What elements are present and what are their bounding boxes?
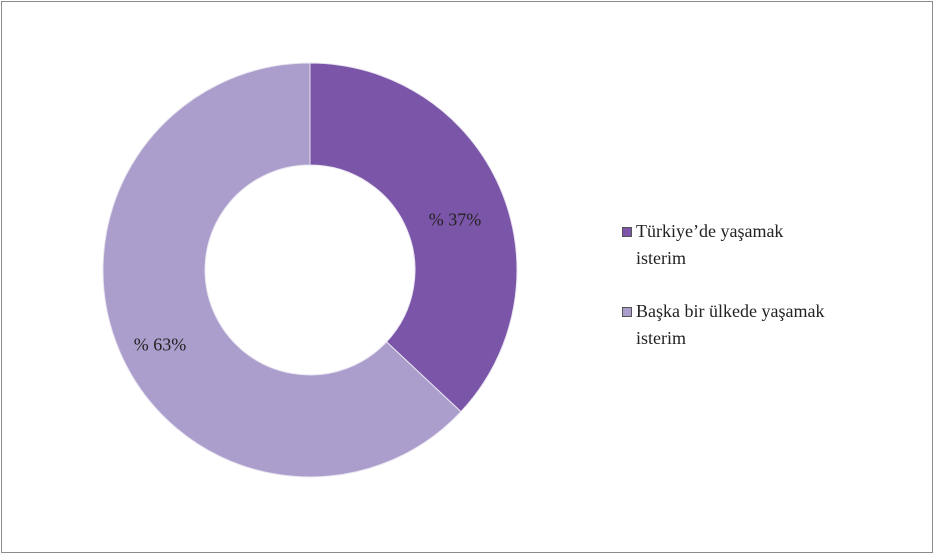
donut-slice [309,62,518,413]
legend-swatch [622,227,632,237]
data-label: % 63% [133,334,187,355]
legend: Türkiye’de yaşamak isterim Başka bir ülke… [622,218,832,378]
legend-item: Başka bir ülkede yaşamak isterim [622,298,832,352]
legend-swatch [622,307,632,317]
legend-label: Türkiye’de yaşamak isterim [636,221,784,268]
legend-item: Türkiye’de yaşamak isterim [622,218,832,272]
legend-label: Başka bir ülkede yaşamak isterim [636,301,825,348]
donut-slice [102,62,462,478]
data-label: % 37% [428,209,482,230]
